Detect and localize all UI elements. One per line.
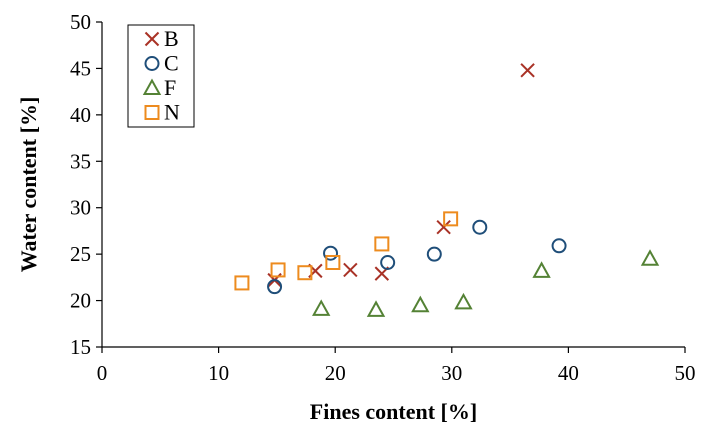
y-axis-title: Water content [%]: [16, 97, 41, 273]
data-point-b: [520, 63, 535, 78]
legend-label-f: F: [164, 75, 176, 100]
x-tick-label: 10: [208, 361, 229, 385]
tick-labels: 15 20 25 30 35 40 45 50 0 10 20 30 40 50: [70, 10, 696, 385]
y-tick-label: 45: [70, 56, 91, 80]
x-tick-label: 20: [325, 361, 346, 385]
y-tick-label: 30: [70, 196, 91, 220]
x-axis-title: Fines content [%]: [310, 399, 477, 424]
data-point-n: [234, 275, 250, 291]
y-tick-label: 40: [70, 103, 91, 127]
legend-marker-b: [144, 31, 160, 47]
x-tick-label: 0: [97, 361, 108, 385]
x-tick-label: 50: [675, 361, 696, 385]
data-point-n: [270, 262, 286, 278]
data-point-n: [297, 265, 313, 281]
data-point-n: [374, 236, 390, 252]
data-point-b: [436, 220, 451, 235]
data-point-c: [472, 219, 488, 235]
y-tick-label: 25: [70, 242, 91, 266]
data-point-c: [426, 246, 442, 262]
legend-label-n: N: [164, 100, 180, 125]
data-point-c: [267, 279, 283, 295]
legend-marker-n: [144, 105, 160, 120]
data-point-f: [366, 300, 386, 317]
data-point-n: [443, 211, 459, 227]
data-point-f: [312, 299, 331, 316]
data-points: [234, 63, 660, 317]
legend-label-c: C: [164, 51, 179, 76]
data-point-f: [454, 292, 473, 310]
data-point-c: [380, 255, 396, 270]
data-point-n: [325, 255, 341, 270]
legend-marker-c: [144, 56, 160, 71]
x-tick-label: 40: [558, 361, 579, 385]
data-point-f: [532, 261, 551, 278]
y-tick-label: 35: [70, 149, 91, 173]
data-point-f: [640, 249, 660, 266]
data-point-c: [551, 238, 567, 254]
y-tick-label: 50: [70, 10, 91, 34]
data-point-c: [323, 245, 339, 261]
x-tick-label: 30: [441, 361, 462, 385]
data-point-f: [411, 295, 430, 313]
y-tick-label: 15: [70, 335, 91, 359]
legend-marker-f: [142, 78, 162, 95]
axes: [96, 21, 686, 353]
legend-box: [127, 24, 195, 128]
y-tick-label: 20: [70, 289, 91, 313]
data-point-b: [343, 262, 358, 278]
legend-label-b: B: [164, 26, 179, 51]
